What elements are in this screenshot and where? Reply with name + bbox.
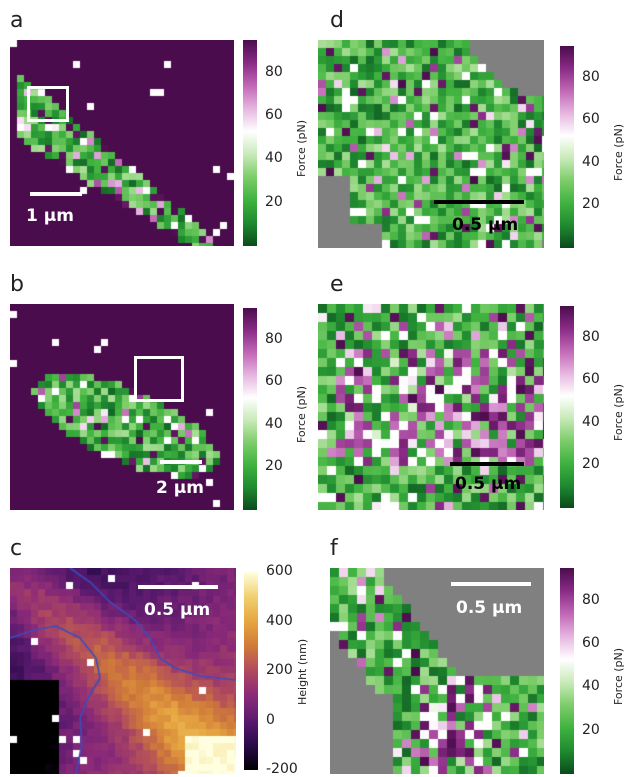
scale-label-a: 1 μm xyxy=(26,206,74,226)
force-colorbar-a-label: Force (pN) xyxy=(295,119,308,177)
scale-label-c: 0.5 μm xyxy=(144,600,211,620)
force-colorbar-a-tick: 20 xyxy=(265,193,283,210)
force-colorbar-d-tick: 80 xyxy=(582,68,600,85)
scale-bar-f xyxy=(451,582,531,586)
force-colorbar-d-tick: 40 xyxy=(582,153,600,170)
force-colorbar-e-tick: 80 xyxy=(582,328,600,345)
panel-label-b: b xyxy=(10,272,24,297)
scale-bar-e xyxy=(450,462,524,466)
panel-label-a: a xyxy=(10,8,24,33)
force-colorbar-d-label: Force (pN) xyxy=(612,123,624,181)
panel-label-d: d xyxy=(330,8,344,33)
force-colorbar-f-tick: 40 xyxy=(582,678,600,695)
force-colorbar-e xyxy=(560,306,574,508)
height-colorbar-c-tick: 200 xyxy=(266,662,293,678)
panel-label-f: f xyxy=(330,536,338,561)
force-colorbar-a-tick: 80 xyxy=(265,63,283,80)
force-colorbar-f-label: Force (pN) xyxy=(612,647,624,705)
force-colorbar-d-tick: 60 xyxy=(582,111,600,128)
force-colorbar-a-tick: 40 xyxy=(265,150,283,167)
force-map-a xyxy=(10,40,234,246)
force-colorbar-b xyxy=(243,308,257,510)
scale-bar-c xyxy=(138,585,218,589)
force-colorbar-f-tick: 20 xyxy=(582,721,600,738)
force-colorbar-a-tick: 60 xyxy=(265,106,283,123)
scale-label-f: 0.5 μm xyxy=(456,598,523,618)
force-colorbar-e-tick: 60 xyxy=(582,371,600,388)
height-map-c xyxy=(10,568,236,774)
scale-label-e: 0.5 μm xyxy=(455,474,522,494)
force-colorbar-b-tick: 60 xyxy=(265,373,283,390)
force-map-e xyxy=(318,304,544,510)
force-colorbar-b-tick: 40 xyxy=(265,415,283,432)
scale-label-d: 0.5 μm xyxy=(452,215,519,235)
scale-bar-b xyxy=(160,460,202,464)
roi-box-b xyxy=(134,356,184,402)
scale-bar-d xyxy=(434,200,524,204)
panel-label-e: e xyxy=(330,272,344,297)
height-colorbar-c-tick: 600 xyxy=(266,563,293,579)
force-colorbar-b-tick: 20 xyxy=(265,458,283,475)
force-colorbar-b-label: Force (pN) xyxy=(295,385,308,443)
force-colorbar-f-tick: 80 xyxy=(582,591,600,608)
height-colorbar-c-tick: -200 xyxy=(266,761,298,777)
height-colorbar-c-tick: 400 xyxy=(266,612,293,629)
roi-box-a xyxy=(27,86,69,122)
force-colorbar-e-tick: 40 xyxy=(582,413,600,430)
height-colorbar-c xyxy=(244,572,258,770)
force-colorbar-b-tick: 80 xyxy=(265,330,283,347)
scale-bar-a xyxy=(30,192,82,196)
scale-label-b: 2 μm xyxy=(156,478,204,498)
force-map-f xyxy=(330,568,544,774)
force-map-d xyxy=(318,40,544,248)
force-colorbar-a xyxy=(243,40,257,246)
height-colorbar-c-tick: 0 xyxy=(266,711,275,728)
force-colorbar-d-tick: 20 xyxy=(582,196,600,213)
force-colorbar-d xyxy=(560,46,574,248)
force-map-b xyxy=(10,304,234,510)
force-colorbar-e-label: Force (pN) xyxy=(612,383,624,441)
panel-label-c: c xyxy=(10,536,23,561)
force-colorbar-f-tick: 60 xyxy=(582,634,600,651)
height-colorbar-c-label: Height (nm) xyxy=(296,638,309,705)
force-colorbar-e-tick: 20 xyxy=(582,456,600,473)
force-colorbar-f xyxy=(560,568,574,774)
